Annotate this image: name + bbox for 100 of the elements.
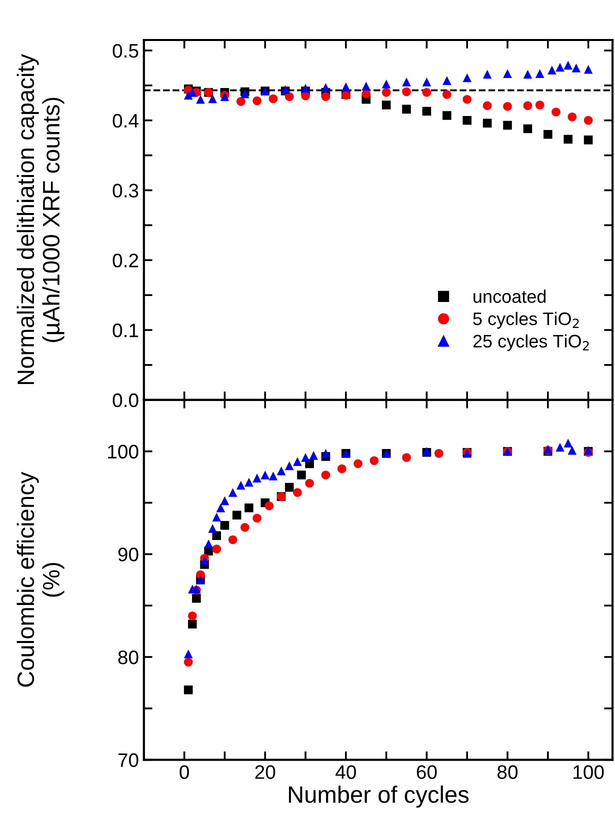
point [184,658,193,667]
point [584,136,593,144]
point [462,95,472,104]
x-tick-label: 40 [336,765,356,779]
point [321,470,330,480]
point [523,124,532,134]
x-tick-label: 100 [574,765,604,779]
point [482,118,492,128]
point [462,73,472,82]
y-axis-title: Normalized delithiation capacity (µAh/1000 XRF counts) [16,54,64,384]
point [556,442,564,452]
point [434,449,444,458]
legend-label: 25 cycles TiO$_{2}$ [473,334,589,352]
point [212,512,222,522]
text: 0.0 [112,393,138,408]
point [220,496,230,506]
legend-label: uncoated [474,290,546,303]
point [196,95,205,104]
point [337,464,346,474]
point [382,100,391,110]
y-axis-title: Coulombic efficiency (%) [16,472,64,687]
point [293,457,302,466]
point [284,482,294,492]
point [228,535,238,544]
point [301,84,310,93]
y-tick-label: 0.2 [112,254,138,268]
point [321,449,330,458]
point [260,470,270,480]
point [523,70,532,79]
point [220,520,230,530]
point [293,488,302,497]
point [244,504,254,512]
legend-label: 5 cycles TiO$_{2}$ [473,312,579,329]
point [204,539,213,548]
point [462,116,472,125]
point [264,501,274,510]
point [572,64,581,72]
y-tick-label: 0.3 [112,184,138,198]
y-tick-label: 90 [118,548,138,562]
point [552,108,560,116]
point [284,92,294,102]
point [301,453,310,462]
point [544,130,552,139]
y-tick-label: 0.5 [112,44,138,58]
point [402,104,411,114]
point [252,514,262,523]
x-tick-label: 0 [180,765,189,779]
point [321,92,330,102]
point [212,544,222,554]
point [240,523,250,532]
point [482,101,492,110]
y-tick-label: 70 [118,753,138,768]
point [382,80,391,88]
y-tick-label: 100 [108,444,138,459]
x-tick-label: 80 [498,765,518,779]
point [535,69,544,78]
point [297,470,306,480]
point [301,92,310,100]
point [284,461,294,470]
y-tick-label: 0.4 [112,114,138,128]
point [354,459,362,468]
point [503,120,512,130]
point [422,106,432,116]
point [584,64,593,74]
point [184,650,193,658]
point [523,101,532,110]
point [208,94,217,104]
point [442,111,452,120]
point [208,524,217,533]
point [402,87,411,96]
point [188,611,197,620]
point [236,480,246,490]
point [268,472,278,480]
point [556,62,564,72]
point [503,69,512,78]
x-axis-title: Number of cycles [288,786,469,808]
point [188,620,197,628]
point [442,76,452,85]
point [584,116,593,125]
point [252,474,262,482]
y-tick-label: 80 [118,650,138,664]
point [268,94,278,104]
point [564,134,572,144]
point [244,478,254,487]
point [535,100,544,110]
point [422,88,432,97]
x-tick-label: 60 [416,765,437,779]
y-tick-label: 0.1 [112,324,138,338]
point [184,686,193,694]
point [362,82,370,91]
point [216,504,226,512]
point [342,82,350,92]
point [321,83,330,92]
point [422,78,432,86]
point [370,456,379,465]
point [402,453,411,462]
x-tick-label: 20 [255,765,276,779]
point [192,594,201,603]
point [232,510,242,520]
point [382,88,391,97]
